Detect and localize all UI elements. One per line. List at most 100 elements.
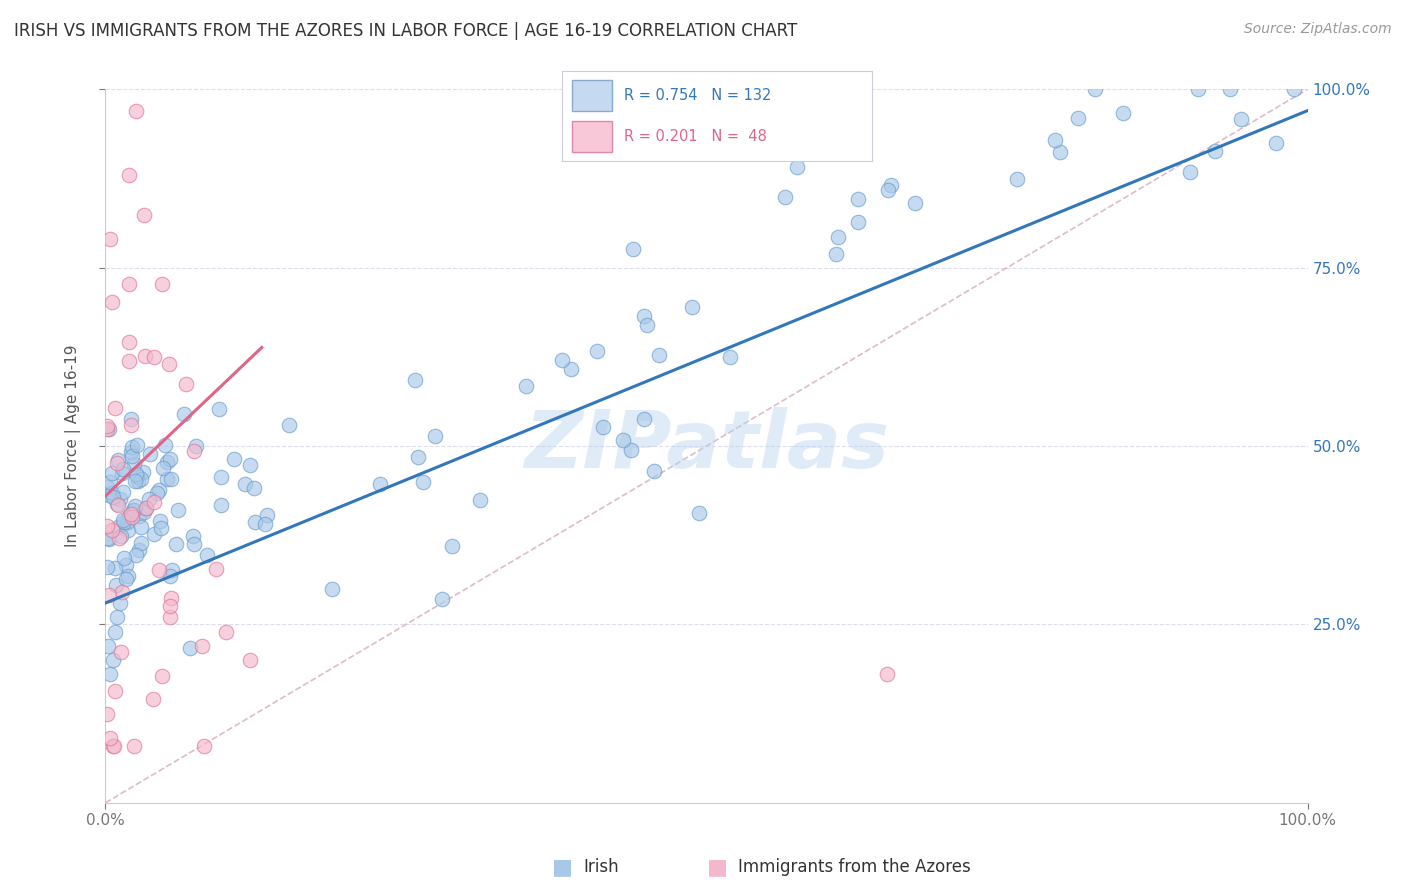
Text: Irish: Irish: [583, 858, 619, 876]
Point: [143, 495, 166, 509]
Point: [515, 379, 537, 393]
Point: [167, 502, 190, 516]
Point: [125, 469, 148, 483]
Point: [153, 438, 176, 452]
Point: [174, 376, 197, 391]
Point: [134, 349, 156, 363]
Point: [827, 229, 849, 244]
Point: [193, 739, 215, 753]
Point: [98, 667, 121, 681]
Point: [321, 582, 343, 596]
Point: [98, 588, 121, 602]
Point: [786, 160, 808, 174]
Point: [165, 537, 187, 551]
Point: [148, 483, 170, 497]
Point: [214, 624, 236, 639]
Point: [152, 461, 174, 475]
Point: [111, 466, 134, 480]
Text: ZIPatlas: ZIPatlas: [524, 407, 889, 485]
Bar: [572, 80, 612, 111]
Point: [118, 277, 141, 292]
Point: [122, 503, 145, 517]
Point: [138, 492, 160, 507]
Point: [112, 515, 135, 529]
Point: [104, 624, 127, 639]
Point: [98, 232, 121, 246]
Point: [160, 591, 183, 605]
Point: [159, 472, 181, 486]
Point: [1230, 112, 1253, 126]
Point: [648, 348, 671, 362]
Point: [104, 561, 127, 575]
Point: [114, 572, 136, 586]
Point: [96, 418, 118, 433]
Point: [96, 422, 118, 436]
Point: [117, 508, 139, 523]
Point: [97, 531, 120, 545]
Point: [132, 505, 155, 519]
Point: [846, 192, 869, 206]
Text: ■: ■: [553, 857, 572, 877]
Point: [157, 357, 180, 371]
Point: [243, 516, 266, 530]
Point: [121, 450, 143, 464]
Point: [904, 196, 927, 211]
Point: [173, 407, 195, 421]
Point: [118, 168, 141, 182]
Point: [111, 461, 134, 475]
Point: [96, 706, 118, 721]
Text: Source: ZipAtlas.com: Source: ZipAtlas.com: [1244, 22, 1392, 37]
Point: [125, 548, 148, 562]
Point: [239, 458, 262, 473]
Text: R = 0.754   N = 132: R = 0.754 N = 132: [624, 88, 772, 103]
Point: [846, 214, 869, 228]
Point: [186, 439, 208, 453]
Point: [233, 476, 256, 491]
Point: [101, 653, 124, 667]
Point: [404, 373, 426, 387]
Point: [1084, 82, 1107, 96]
Point: [100, 524, 122, 538]
Point: [117, 569, 139, 583]
Point: [179, 641, 201, 656]
Point: [108, 596, 131, 610]
Point: [107, 610, 129, 624]
Point: [112, 551, 135, 566]
Point: [256, 508, 278, 522]
Point: [121, 510, 143, 524]
Point: [115, 558, 138, 573]
Point: [110, 492, 132, 507]
Point: [190, 639, 212, 653]
Point: [159, 599, 181, 613]
Point: [876, 667, 898, 681]
Point: [103, 739, 125, 753]
Point: [278, 418, 301, 433]
Point: [98, 731, 121, 746]
Point: [107, 453, 129, 467]
Point: [880, 178, 903, 193]
Point: [155, 455, 177, 469]
Point: [1187, 82, 1209, 96]
Point: [146, 486, 169, 500]
Point: [122, 739, 145, 753]
Point: [254, 517, 277, 532]
Point: [195, 548, 218, 562]
Point: [107, 498, 129, 512]
Point: [135, 500, 157, 515]
Point: [181, 528, 204, 542]
Point: [1178, 165, 1201, 179]
Point: [127, 438, 149, 452]
Point: [468, 492, 491, 507]
Text: IRISH VS IMMIGRANTS FROM THE AZORES IN LABOR FORCE | AGE 16-19 CORRELATION CHART: IRISH VS IMMIGRANTS FROM THE AZORES IN L…: [14, 22, 797, 40]
Point: [585, 343, 607, 358]
Point: [1043, 133, 1066, 147]
Point: [135, 500, 157, 515]
Text: ■: ■: [707, 857, 727, 877]
Point: [368, 476, 391, 491]
Y-axis label: In Labor Force | Age 16-19: In Labor Force | Age 16-19: [65, 344, 82, 548]
Point: [129, 536, 152, 550]
Point: [159, 569, 181, 583]
Point: [633, 309, 655, 323]
Point: [156, 472, 179, 486]
Point: [105, 577, 128, 591]
